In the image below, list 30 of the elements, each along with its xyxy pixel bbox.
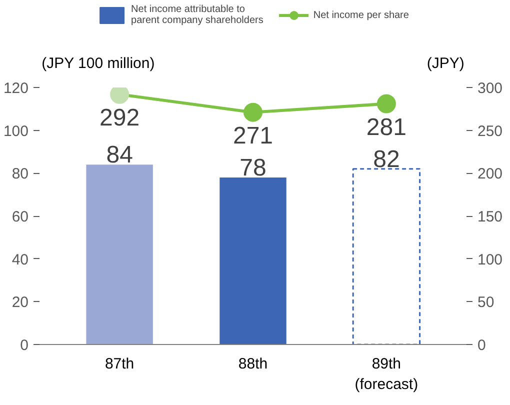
y-axis-title: (JPY 100 million) xyxy=(42,54,155,72)
data-label: 82 xyxy=(373,146,400,173)
y2-tick-label: 250 xyxy=(478,122,503,140)
y-tick-label: 120 xyxy=(3,80,29,97)
data-label: 78 xyxy=(240,154,266,182)
x-tick-label: 88th xyxy=(238,356,268,372)
data-label: 292 xyxy=(100,104,140,132)
y-tick-label: 0 xyxy=(20,337,28,354)
legend-label: Net income per share xyxy=(313,10,409,20)
y2-tick-label: 300 xyxy=(478,80,503,97)
bar xyxy=(86,164,153,344)
x-tick-label: 87th xyxy=(104,356,134,372)
y-tick-label: 40 xyxy=(12,251,29,268)
bar xyxy=(220,177,286,344)
y2-tick-label: 50 xyxy=(478,294,494,312)
data-label: 84 xyxy=(106,142,133,169)
bar xyxy=(352,168,421,344)
y2-tick-label: 0 xyxy=(478,337,486,354)
y-tick-label: 60 xyxy=(12,208,29,226)
data-label: 281 xyxy=(366,114,406,141)
y2-tick-label: 200 xyxy=(478,166,503,183)
y-tick-label: 80 xyxy=(12,166,29,183)
y2-tick-label: 100 xyxy=(478,251,503,268)
data-label: 271 xyxy=(232,122,274,150)
y2-tick-label: 150 xyxy=(478,208,503,226)
legend-label: Net income attributable to parent company shareholders xyxy=(131,4,264,26)
y-tick-label: 100 xyxy=(3,122,29,140)
x-tick-label: 89th (forecast) xyxy=(354,356,418,393)
y2-axis-title: (JPY) xyxy=(426,54,464,72)
y-tick-label: 20 xyxy=(12,294,29,312)
